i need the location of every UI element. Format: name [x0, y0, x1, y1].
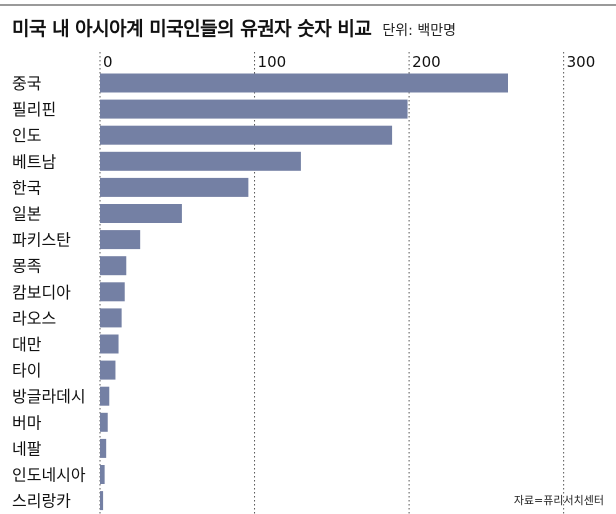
top-rule [0, 4, 616, 6]
category-label: 네팔 [12, 439, 42, 458]
category-label: 베트남 [12, 152, 56, 171]
bar [100, 282, 125, 302]
category-label: 파키스탄 [12, 231, 71, 250]
bar [100, 177, 249, 197]
bar [100, 308, 122, 328]
bar [100, 491, 104, 511]
unit-label: 단위: 백만명 [382, 23, 456, 39]
bar [100, 438, 107, 458]
x-tick-label: 0 [103, 53, 113, 71]
bar [100, 125, 393, 145]
category-label: 인도네시아 [12, 466, 86, 485]
x-tick-label: 100 [258, 53, 287, 71]
category-label: 라오스 [12, 309, 56, 328]
category-label: 타이 [12, 361, 41, 380]
bar [100, 360, 116, 380]
bar [100, 230, 141, 250]
x-tick-label: 200 [412, 53, 441, 71]
category-label: 인도 [12, 126, 41, 145]
chart-title: 미국 내 아시아계 미국인들의 유권자 숫자 비교 [12, 18, 372, 40]
category-label: 방글라데시 [12, 387, 86, 406]
bar [100, 151, 301, 171]
category-label: 몽족 [12, 257, 41, 276]
bar [100, 334, 119, 354]
category-label: 대만 [12, 335, 42, 354]
category-label: 일본 [12, 205, 41, 224]
category-label: 한국 [12, 178, 41, 197]
bar [100, 99, 408, 119]
title-row: 미국 내 아시아계 미국인들의 유권자 숫자 비교 단위: 백만명 [12, 14, 456, 41]
bar [100, 465, 105, 484]
bar [100, 386, 110, 406]
bar [100, 256, 127, 276]
category-label: 필리핀 [12, 100, 56, 119]
bar [100, 73, 508, 93]
bar [100, 412, 108, 432]
x-tick-label: 300 [567, 53, 596, 71]
category-label: 버마 [12, 413, 42, 432]
category-label: 스리랑카 [12, 492, 71, 511]
source-note: 자료=퓨리서치센터 [513, 494, 604, 507]
bar [100, 204, 182, 223]
category-label: 중국 [12, 74, 41, 93]
category-label: 캄보디아 [12, 283, 71, 302]
